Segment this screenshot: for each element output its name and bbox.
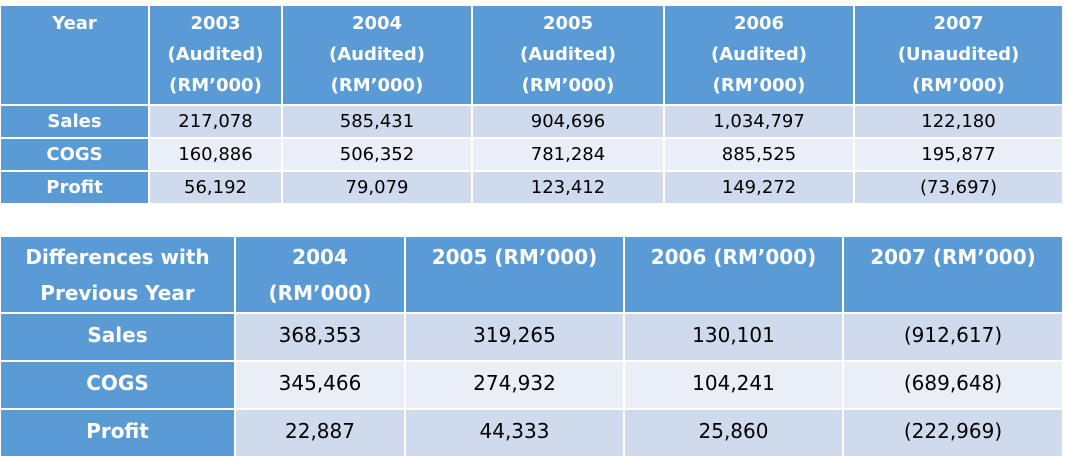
header-line: (RM’000) xyxy=(330,75,424,96)
table-cell: 104,241 xyxy=(624,361,844,410)
row-label: Profit xyxy=(1,409,236,458)
table-row-sales: Sales 217,078 585,431 904,696 1,034,797 … xyxy=(1,105,1064,139)
table-cell: (222,969) xyxy=(843,409,1064,458)
header-2007: 2007 (Unaudited) (RM’000) xyxy=(854,6,1064,106)
header-2006: 2006 (RM’000) xyxy=(624,237,844,314)
header-line: (RM’000) xyxy=(169,75,262,96)
differences-table: Differences with Previous Year 2004 (RM’… xyxy=(1,237,1064,458)
header-line: (Audited) xyxy=(329,44,425,65)
table-header-row: Year 2003 (Audited) (RM’000) 2004 (Audit… xyxy=(1,6,1064,106)
yearly-figures-table: Year 2003 (Audited) (RM’000) 2004 (Audit… xyxy=(1,6,1064,205)
header-line: 2006 (RM’000) xyxy=(650,245,817,269)
header-line: Year xyxy=(52,13,97,34)
header-line: (Unaudited) xyxy=(897,44,1020,65)
header-line: (RM’000) xyxy=(268,281,372,305)
table-cell: 1,034,797 xyxy=(664,105,855,139)
header-2003: 2003 (Audited) (RM’000) xyxy=(149,6,283,106)
header-differences: Differences with Previous Year xyxy=(1,237,236,314)
table-cell: 904,696 xyxy=(472,105,665,139)
table-cell: 585,431 xyxy=(282,105,473,139)
table-cell: 25,860 xyxy=(624,409,844,458)
table-row-sales: Sales 368,353 319,265 130,101 (912,617) xyxy=(1,313,1064,362)
header-line: (RM’000) xyxy=(712,75,806,96)
table-cell: 79,079 xyxy=(282,171,473,205)
header-year: Year xyxy=(1,6,150,106)
header-line: (RM’000) xyxy=(521,75,615,96)
header-2004: 2004 (Audited) (RM’000) xyxy=(282,6,473,106)
table-cell: 160,886 xyxy=(149,138,283,172)
table-cell: 274,932 xyxy=(405,361,625,410)
header-2007: 2007 (RM’000) xyxy=(843,237,1064,314)
table-cell: 195,877 xyxy=(854,138,1064,172)
table-row-cogs: COGS 160,886 506,352 781,284 885,525 195… xyxy=(1,138,1064,172)
table-row-profit: Profit 56,192 79,079 123,412 149,272 (73… xyxy=(1,171,1064,205)
header-line: 2005 (RM’000) xyxy=(431,245,598,269)
table-row-profit: Profit 22,887 44,333 25,860 (222,969) xyxy=(1,409,1064,458)
table-cell: 22,887 xyxy=(235,409,406,458)
table-cell: 56,192 xyxy=(149,171,283,205)
table-row-cogs: COGS 345,466 274,932 104,241 (689,648) xyxy=(1,361,1064,410)
header-2005: 2005 (RM’000) xyxy=(405,237,625,314)
header-line: 2003 xyxy=(190,13,241,34)
header-line: (Audited) xyxy=(711,44,807,65)
row-label: Sales xyxy=(1,105,150,139)
table-cell: 781,284 xyxy=(472,138,665,172)
header-line: 2004 xyxy=(351,13,403,34)
header-line: 2004 xyxy=(292,245,348,269)
row-label: COGS xyxy=(1,361,236,410)
header-line: (Audited) xyxy=(167,44,264,65)
table-cell: 123,412 xyxy=(472,171,665,205)
table-header-row: Differences with Previous Year 2004 (RM’… xyxy=(1,237,1064,314)
header-line: Previous Year xyxy=(40,281,195,305)
table-cell: 149,272 xyxy=(664,171,855,205)
table-cell: 368,353 xyxy=(235,313,406,362)
header-line: 2007 (RM’000) xyxy=(870,245,1036,269)
header-2006: 2006 (Audited) (RM’000) xyxy=(664,6,855,106)
table-cell: (73,697) xyxy=(854,171,1064,205)
header-line: (Audited) xyxy=(520,44,616,65)
header-line: 2007 xyxy=(933,13,984,34)
header-line: Differences with xyxy=(25,245,210,269)
row-label: Sales xyxy=(1,313,236,362)
table-cell: 319,265 xyxy=(405,313,625,362)
table-cell: 345,466 xyxy=(235,361,406,410)
header-line: 2005 xyxy=(542,13,594,34)
header-2005: 2005 (Audited) (RM’000) xyxy=(472,6,665,106)
table-cell: (689,648) xyxy=(843,361,1064,410)
table-cell: 506,352 xyxy=(282,138,473,172)
row-label: COGS xyxy=(1,138,150,172)
table-cell: 44,333 xyxy=(405,409,625,458)
table-cell: 130,101 xyxy=(624,313,844,362)
header-2004: 2004 (RM’000) xyxy=(235,237,406,314)
table-cell: (912,617) xyxy=(843,313,1064,362)
row-label: Profit xyxy=(1,171,150,205)
table-cell: 217,078 xyxy=(149,105,283,139)
table-cell: 122,180 xyxy=(854,105,1064,139)
header-line: 2006 xyxy=(733,13,785,34)
header-line: (RM’000) xyxy=(912,75,1005,96)
table-cell: 885,525 xyxy=(664,138,855,172)
